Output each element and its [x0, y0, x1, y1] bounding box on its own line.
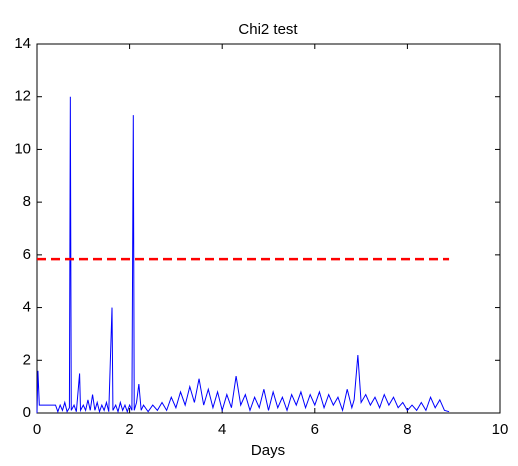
x-tick-label: 8	[403, 421, 411, 438]
x-tick-label: 4	[218, 421, 226, 438]
y-tick-label: 2	[23, 351, 31, 368]
x-tick-label: 2	[125, 421, 133, 438]
y-tick-label: 14	[14, 35, 31, 52]
y-tick-label: 10	[14, 140, 31, 157]
y-tick-label: 0	[23, 404, 31, 421]
y-tick-label: 6	[23, 246, 31, 263]
data-line	[36, 96, 450, 414]
chart-title: Chi2 test	[238, 21, 298, 38]
plot-frame	[36, 43, 501, 414]
y-tick-label: 12	[14, 88, 31, 105]
y-tick-label: 8	[23, 193, 31, 210]
x-tick-label: 10	[492, 421, 509, 438]
x-tick-label: 6	[311, 421, 319, 438]
y-tick-label: 4	[23, 299, 31, 316]
x-axis-label: Days	[251, 442, 285, 459]
x-tick-label: 0	[33, 421, 41, 438]
